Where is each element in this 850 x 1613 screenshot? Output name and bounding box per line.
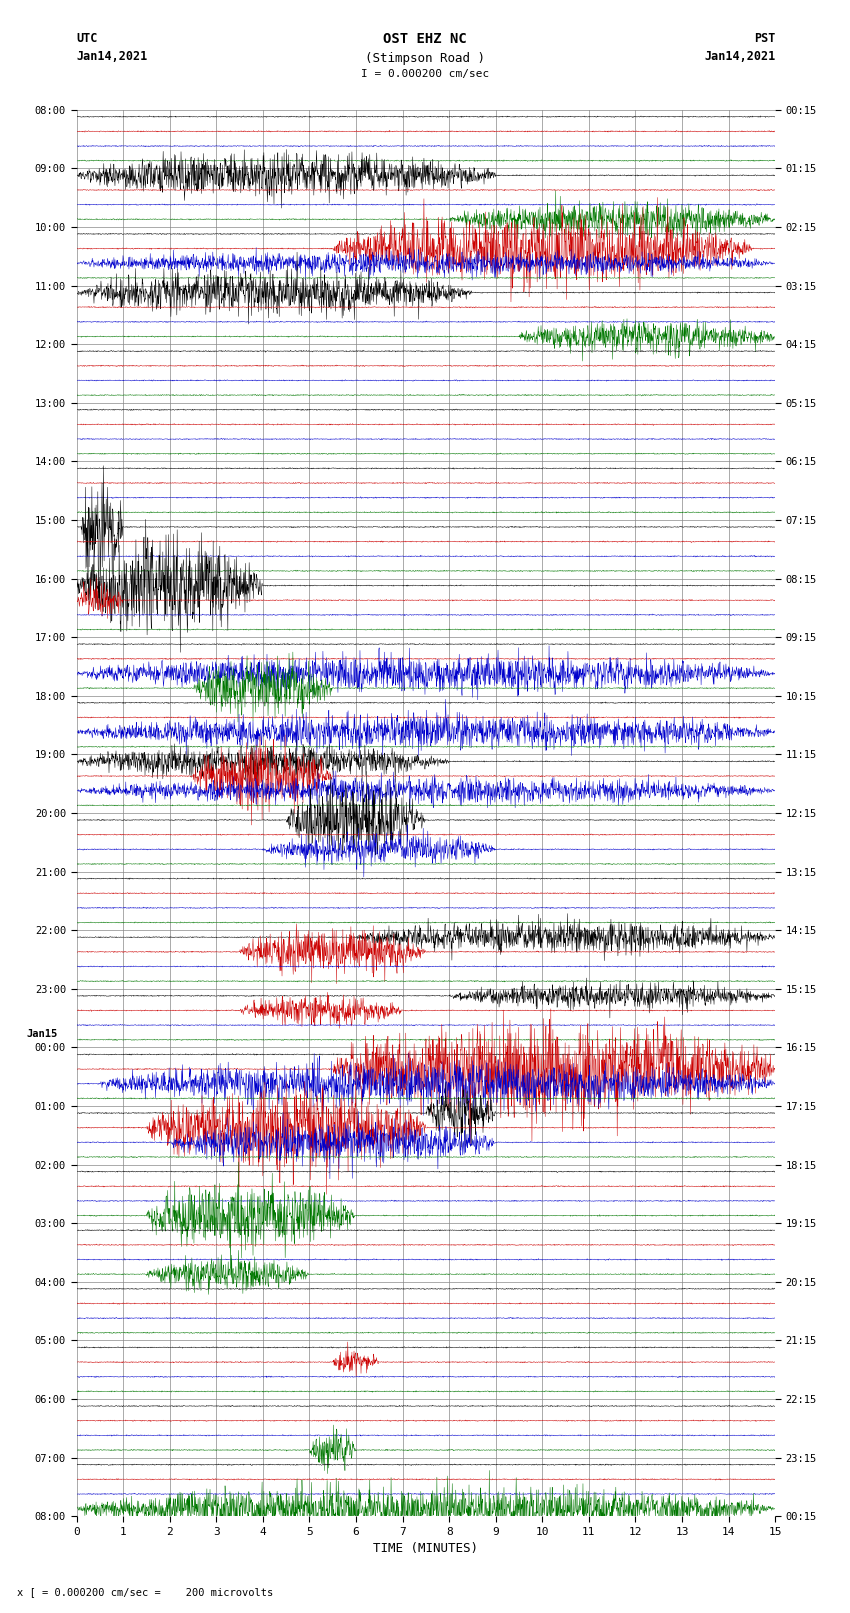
Text: x [ = 0.000200 cm/sec =    200 microvolts: x [ = 0.000200 cm/sec = 200 microvolts bbox=[17, 1587, 273, 1597]
Text: Jan14,2021: Jan14,2021 bbox=[704, 50, 775, 63]
Text: Jan14,2021: Jan14,2021 bbox=[76, 50, 148, 63]
Text: UTC: UTC bbox=[76, 32, 98, 45]
Text: I = 0.000200 cm/sec: I = 0.000200 cm/sec bbox=[361, 69, 489, 79]
Text: (Stimpson Road ): (Stimpson Road ) bbox=[365, 52, 485, 65]
Text: Jan15: Jan15 bbox=[26, 1029, 58, 1039]
Text: PST: PST bbox=[754, 32, 775, 45]
Text: OST EHZ NC: OST EHZ NC bbox=[383, 32, 467, 47]
X-axis label: TIME (MINUTES): TIME (MINUTES) bbox=[373, 1542, 479, 1555]
